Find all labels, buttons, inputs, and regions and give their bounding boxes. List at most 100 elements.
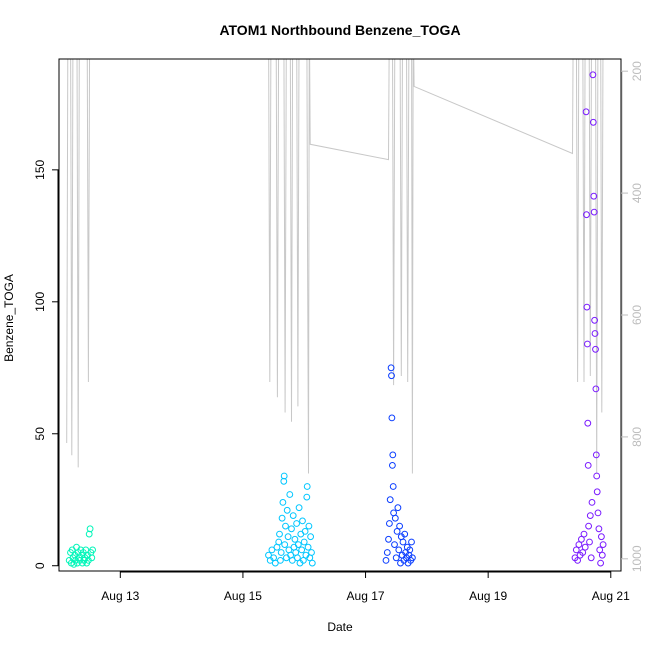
data-point bbox=[388, 414, 396, 422]
data-point bbox=[572, 546, 580, 554]
data-point bbox=[588, 499, 596, 506]
data-points-layer bbox=[65, 71, 607, 568]
data-point bbox=[583, 211, 590, 219]
data-point bbox=[592, 345, 599, 353]
data-point bbox=[278, 514, 286, 522]
data-point bbox=[591, 330, 599, 337]
data-point bbox=[393, 528, 401, 535]
data-point bbox=[279, 499, 287, 506]
data-point bbox=[408, 538, 415, 546]
y-tick-label: 50 bbox=[33, 427, 47, 441]
data-point bbox=[281, 541, 289, 548]
data-point bbox=[598, 551, 606, 559]
data-point bbox=[586, 538, 593, 546]
y2-tick-label: 1000 bbox=[630, 545, 644, 572]
data-point bbox=[409, 554, 416, 562]
data-point bbox=[583, 303, 591, 311]
data-point bbox=[585, 522, 592, 530]
data-point bbox=[283, 506, 291, 514]
data-point bbox=[578, 535, 585, 543]
data-point bbox=[394, 504, 402, 512]
data-point bbox=[70, 561, 78, 568]
data-point bbox=[303, 483, 311, 490]
data-point bbox=[291, 535, 299, 543]
x-tick-label: Aug 13 bbox=[101, 589, 139, 603]
y-axis-label: Benzene_TOGA bbox=[2, 274, 16, 362]
series-1-points bbox=[265, 472, 316, 567]
data-point bbox=[391, 514, 399, 522]
data-point bbox=[582, 108, 590, 116]
data-point bbox=[406, 546, 414, 554]
data-point bbox=[575, 541, 583, 548]
data-point bbox=[295, 504, 303, 512]
y2-tick-label: 800 bbox=[630, 427, 644, 447]
data-point bbox=[599, 541, 607, 548]
y-tick-label: 150 bbox=[33, 160, 47, 180]
data-point bbox=[591, 316, 598, 324]
y2-tick-label: 400 bbox=[630, 183, 644, 203]
data-point bbox=[392, 554, 400, 562]
x-axis-label: Date bbox=[327, 620, 353, 634]
data-point bbox=[579, 549, 587, 556]
data-point bbox=[277, 549, 285, 556]
data-point bbox=[584, 419, 592, 427]
x-tick-label: Aug 15 bbox=[224, 589, 262, 603]
data-point bbox=[593, 488, 601, 496]
y-tick-label: 100 bbox=[33, 291, 47, 311]
data-point bbox=[389, 451, 397, 459]
data-point bbox=[387, 364, 395, 372]
data-point bbox=[304, 543, 312, 551]
data-point bbox=[293, 520, 301, 527]
series-0-points bbox=[65, 525, 96, 568]
data-point bbox=[598, 533, 605, 541]
data-point bbox=[590, 192, 598, 200]
data-point bbox=[275, 538, 283, 546]
data-point bbox=[89, 546, 96, 554]
data-point bbox=[297, 530, 305, 538]
data-point bbox=[391, 541, 398, 548]
data-point bbox=[590, 208, 598, 216]
data-point bbox=[594, 509, 602, 517]
y-axis: 0 50 100 150 bbox=[33, 160, 59, 569]
data-point bbox=[298, 546, 306, 554]
data-point bbox=[401, 530, 409, 538]
data-point bbox=[301, 528, 309, 535]
data-point bbox=[584, 462, 592, 469]
y-tick-label: 0 bbox=[33, 562, 47, 569]
data-point bbox=[277, 557, 284, 564]
pressure-line bbox=[66, 59, 604, 474]
data-point bbox=[587, 554, 595, 562]
data-point bbox=[581, 543, 589, 551]
data-point bbox=[308, 549, 315, 556]
data-point bbox=[595, 525, 603, 533]
data-point bbox=[385, 535, 392, 543]
data-point bbox=[271, 559, 279, 567]
data-point bbox=[286, 491, 294, 498]
data-point bbox=[382, 557, 390, 564]
data-point bbox=[389, 462, 396, 469]
x-tick-label: Aug 19 bbox=[469, 589, 507, 603]
x-axis: Aug 13 Aug 15 Aug 17 Aug 19 Aug 21 bbox=[101, 571, 630, 603]
data-point bbox=[597, 559, 604, 567]
data-point bbox=[395, 546, 403, 554]
data-point bbox=[268, 546, 276, 554]
y2-axis: 200 400 600 800 1000 bbox=[621, 61, 644, 572]
y2-tick-label: 200 bbox=[630, 61, 644, 81]
y2-tick-label: 600 bbox=[630, 305, 644, 325]
data-point bbox=[586, 512, 594, 519]
data-point bbox=[294, 554, 301, 562]
data-point bbox=[592, 385, 600, 393]
pressure-line-layer bbox=[66, 59, 604, 474]
data-point bbox=[86, 525, 94, 533]
data-point bbox=[389, 483, 397, 490]
data-point bbox=[396, 522, 404, 530]
data-point bbox=[589, 71, 597, 79]
data-point bbox=[596, 546, 604, 554]
data-point bbox=[584, 340, 591, 348]
data-point bbox=[383, 549, 391, 556]
data-point bbox=[593, 472, 601, 480]
data-point bbox=[592, 451, 600, 459]
data-point bbox=[288, 557, 296, 564]
data-point bbox=[284, 533, 292, 541]
